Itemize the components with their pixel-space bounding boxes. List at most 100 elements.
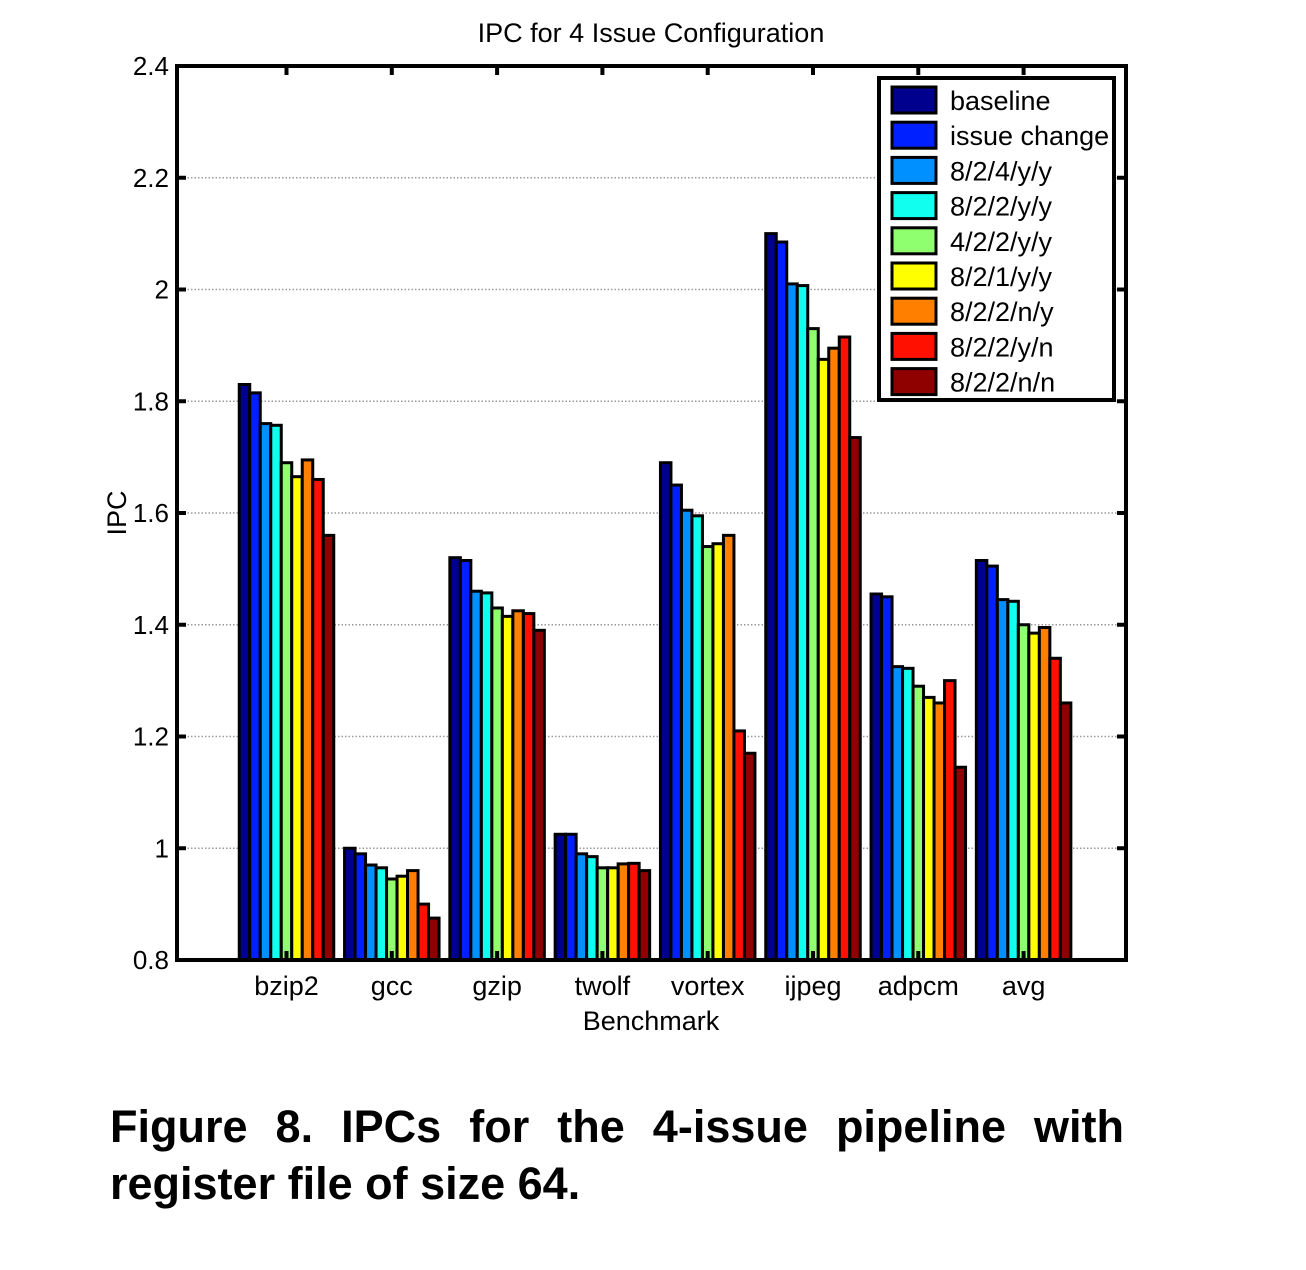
x-tick-label: adpcm	[878, 971, 959, 1001]
bar-adpcm-issue-change	[880, 595, 894, 962]
bar-bzip2-baseline	[237, 382, 252, 962]
bar-vortex-8-2-1-y-y	[711, 542, 725, 962]
x-axis-label: Benchmark	[583, 1006, 720, 1036]
bar-bzip2-4-2-2-y-y	[279, 461, 294, 962]
legend-label: 4/2/2/y/y	[950, 227, 1053, 257]
bar-bzip2-8-2-2-n-y	[300, 458, 315, 962]
bar-adpcm-8-2-2-y-y	[901, 666, 915, 962]
bar-vortex-8-2-4-y-y	[679, 508, 694, 962]
bar-bzip2-issue-change	[248, 391, 262, 962]
bar-gcc-issue-change	[353, 852, 368, 962]
bar-ijpeg-8-2-1-y-y	[816, 357, 831, 962]
bar-twolf-8-2-1-y-y	[606, 866, 620, 962]
bar-ijpeg-8-2-2-y-y	[795, 284, 810, 962]
legend-swatch	[890, 261, 938, 291]
bar-ijpeg-8-2-4-y-y	[785, 282, 799, 962]
bar-gzip-8-2-1-y-y	[500, 614, 515, 962]
bar-gzip-8-2-2-n-y	[511, 609, 525, 962]
bar-ijpeg-8-2-2-n-y	[827, 346, 841, 962]
legend-swatch	[890, 367, 938, 397]
bar-gcc-8-2-2-y-n	[416, 902, 431, 962]
y-tick-label: 2.2	[133, 163, 169, 193]
bar-gzip-8-2-4-y-y	[469, 589, 483, 962]
legend-label: 8/2/2/y/y	[950, 192, 1053, 222]
bar-bzip2-8-2-2-y-y	[269, 423, 283, 962]
y-tick-label: 1.2	[133, 722, 169, 752]
x-tick-label: ijpeg	[784, 971, 841, 1001]
legend: baseline issue change 8/2/4/y/y 8/2/2/y/y 4/…	[877, 76, 1116, 402]
legend-label: baseline	[950, 86, 1051, 116]
bar-adpcm-8-2-4-y-y	[890, 665, 905, 962]
bar-gzip-8-2-2-n-n	[532, 628, 546, 962]
y-tick-labels: 0.8 1 1.2 1.4 1.6 1.8 2 2.2 2.4	[133, 51, 169, 975]
bar-gcc-8-2-2-n-n	[427, 916, 441, 962]
bar-gzip-issue-change	[458, 558, 473, 962]
bar-twolf-8-2-2-y-n	[627, 861, 641, 962]
axis-ticks	[177, 64, 1126, 962]
bar-twolf-8-2-2-n-n	[637, 869, 652, 962]
legend-swatch	[890, 85, 938, 115]
y-tick-label: 2	[155, 275, 169, 305]
bar-adpcm-baseline	[869, 592, 884, 962]
x-tick-label: twolf	[575, 971, 631, 1001]
bar-gzip-8-2-2-y-n	[521, 612, 536, 962]
bar-adpcm-8-2-2-n-y	[932, 701, 947, 962]
bar-ijpeg-issue-change	[774, 240, 789, 962]
bar-avg-baseline	[974, 558, 989, 962]
legend-swatch	[890, 120, 938, 150]
y-tick-label: 1	[155, 833, 169, 863]
bar-gcc-8-2-2-n-y	[406, 869, 420, 962]
bar-gzip-baseline	[448, 556, 462, 962]
y-tick-label: 2.4	[133, 51, 169, 81]
y-tick-label: 1.4	[133, 610, 169, 640]
x-tick-labels: bzip2 gcc gzip twolf vortex ijpeg adpcm avg	[254, 971, 1045, 1001]
bar-gcc-4-2-2-y-y	[385, 877, 399, 962]
y-tick-label: 0.8	[133, 945, 169, 975]
bar-twolf-8-2-2-y-y	[585, 855, 599, 962]
chart: 0.8 1 1.2 1.4 1.6 1.8 2 2.2 2.4 bzip2 gcc gzip twol…	[102, 18, 1128, 1036]
bar-adpcm-8-2-2-y-n	[943, 679, 957, 962]
legend-swatch	[890, 226, 938, 256]
bar-twolf-issue-change	[564, 832, 578, 962]
legend-swatch	[890, 296, 938, 326]
bar-twolf-8-2-4-y-y	[574, 852, 589, 962]
bar-twolf-4-2-2-y-y	[595, 866, 610, 962]
x-tick-label: bzip2	[254, 971, 319, 1001]
bar-ijpeg-4-2-2-y-y	[806, 327, 820, 962]
bar-twolf-baseline	[553, 832, 568, 962]
legend-swatch	[890, 155, 938, 185]
bar-vortex-8-2-2-n-n	[742, 751, 757, 962]
bar-ijpeg-baseline	[764, 232, 778, 962]
y-tick-label: 1.8	[133, 386, 169, 416]
bar-avg-8-2-2-y-n	[1048, 656, 1062, 962]
bar-avg-4-2-2-y-y	[1016, 623, 1031, 962]
bar-vortex-8-2-2-y-n	[732, 729, 746, 962]
legend-swatch	[890, 191, 938, 221]
bar-ijpeg-8-2-2-n-n	[848, 436, 862, 962]
bar-vortex-issue-change	[669, 483, 683, 962]
bar-gzip-8-2-2-y-y	[479, 591, 494, 962]
x-tick-label: gcc	[371, 971, 413, 1001]
legend-swatch	[890, 331, 938, 361]
bar-bzip2-8-2-4-y-y	[258, 422, 273, 962]
bar-adpcm-8-2-1-y-y	[922, 695, 936, 962]
bar-gcc-8-2-1-y-y	[395, 874, 410, 962]
bar-vortex-8-2-2-n-y	[721, 533, 736, 962]
bar-adpcm-4-2-2-y-y	[911, 684, 926, 962]
bars	[237, 232, 1073, 962]
bar-avg-8-2-2-y-y	[1006, 599, 1020, 962]
legend-label: 8/2/4/y/y	[950, 156, 1053, 186]
x-tick-label: gzip	[472, 971, 522, 1001]
bar-avg-issue-change	[985, 564, 999, 962]
bar-vortex-4-2-2-y-y	[700, 545, 715, 962]
bar-adpcm-8-2-2-n-n	[953, 765, 968, 962]
bar-gcc-baseline	[343, 846, 357, 962]
legend-label: 8/2/2/n/y	[950, 297, 1054, 327]
bar-vortex-baseline	[658, 461, 673, 962]
bar-avg-8-2-2-n-y	[1037, 626, 1052, 962]
chart-title: IPC for 4 Issue Configuration	[478, 18, 825, 48]
x-tick-label: avg	[1002, 971, 1046, 1001]
bar-gcc-8-2-2-y-y	[374, 866, 389, 962]
bar-avg-8-2-1-y-y	[1027, 631, 1041, 962]
bar-vortex-8-2-2-y-y	[690, 514, 704, 962]
